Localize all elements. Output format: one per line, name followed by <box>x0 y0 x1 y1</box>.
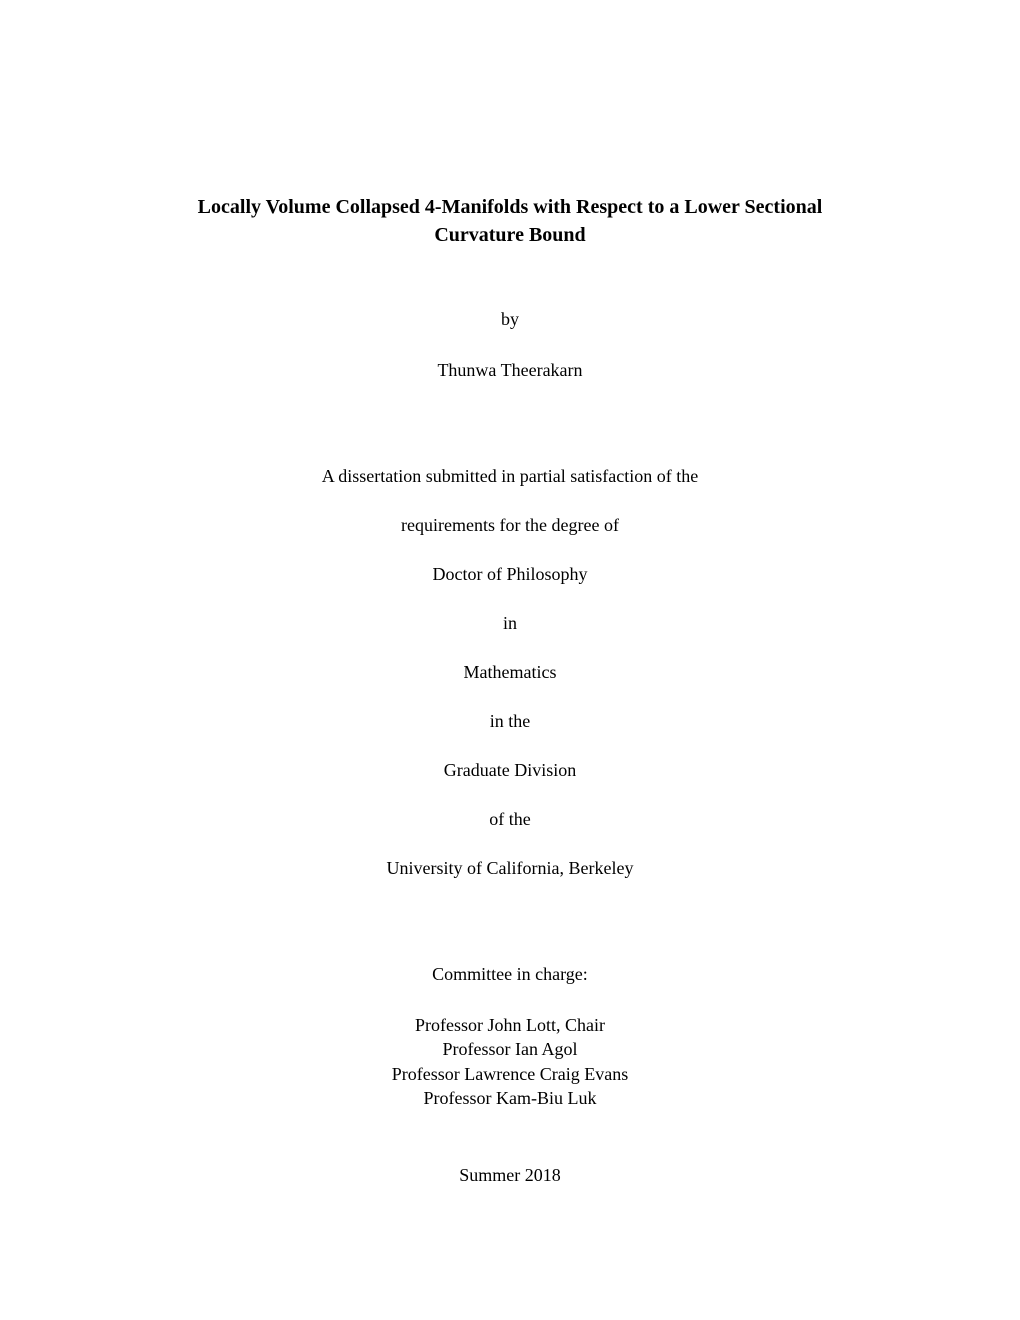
in-label-1: in <box>140 613 880 634</box>
requirements-statement: requirements for the degree of <box>140 515 880 536</box>
university-name: University of California, Berkeley <box>140 858 880 879</box>
dissertation-title: Locally Volume Collapsed 4-Manifolds wit… <box>140 193 880 249</box>
in-the-label: in the <box>140 711 880 732</box>
title-page: Locally Volume Collapsed 4-Manifolds wit… <box>0 0 1020 1320</box>
committee-member: Professor Ian Agol <box>140 1037 880 1061</box>
committee-member: Professor Lawrence Craig Evans <box>140 1062 880 1086</box>
title-line-2: Curvature Bound <box>140 221 880 249</box>
date: Summer 2018 <box>140 1165 880 1186</box>
committee-member: Professor John Lott, Chair <box>140 1013 880 1037</box>
of-the-label: of the <box>140 809 880 830</box>
division-name: Graduate Division <box>140 760 880 781</box>
committee-member: Professor Kam-Biu Luk <box>140 1086 880 1110</box>
degree-name: Doctor of Philosophy <box>140 564 880 585</box>
dissertation-statement: A dissertation submitted in partial sati… <box>140 466 880 487</box>
committee-list: Professor John Lott, Chair Professor Ian… <box>140 1013 880 1110</box>
title-line-1: Locally Volume Collapsed 4-Manifolds wit… <box>140 193 880 221</box>
subject-name: Mathematics <box>140 662 880 683</box>
committee-heading: Committee in charge: <box>140 964 880 985</box>
by-label: by <box>140 309 880 330</box>
author-name: Thunwa Theerakarn <box>140 360 880 381</box>
